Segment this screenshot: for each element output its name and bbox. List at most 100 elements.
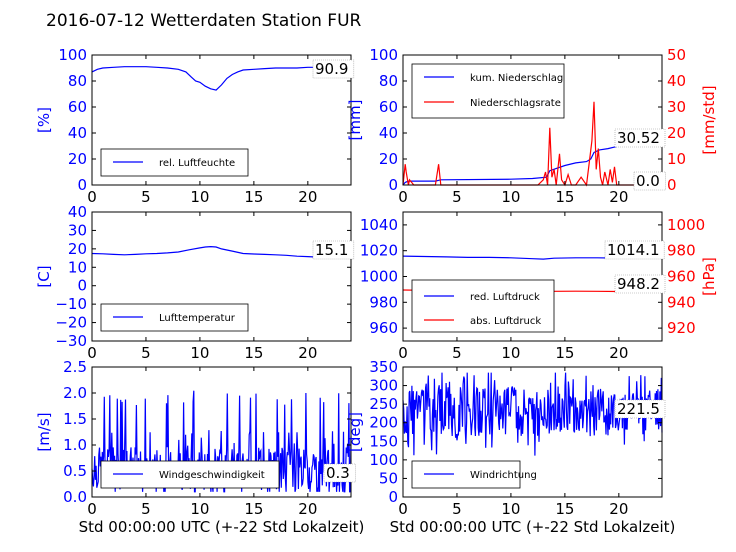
legend-entry: Windgeschwindigkeit — [159, 470, 265, 481]
y-right-tick-label: 20 — [667, 124, 686, 142]
x-axis-label: Std 00:00:00 UTC (+-22 Std Lokalzeit) — [79, 518, 365, 536]
y-tick-label: 60 — [379, 98, 398, 116]
y-right-tick-label: 960 — [667, 268, 696, 286]
value-annotation: 221.5 — [617, 400, 660, 418]
legend-humidity: rel. Luftfeuchte — [101, 149, 248, 176]
subplot-temperature: 0 5 10 15 20−30−20−10010203040[C]Lufttempera… — [35, 203, 354, 362]
subplot-precipitation: 0 5 10 15 20 0 20 40 60 80 100 0 10 20 30 40 50 [mm] [mm/s… — [346, 46, 718, 206]
legend-temperature: Lufttemperatur — [101, 304, 248, 331]
legend-entry: Lufttemperatur — [159, 313, 236, 324]
legend-entry: red. Luftdruck — [470, 292, 540, 303]
y-right-tick-label: 940 — [667, 293, 696, 311]
legend-entry: rel. Luftfeuchte — [159, 158, 235, 169]
y-tick-label: 200 — [369, 414, 398, 432]
y-tick-label: 2.0 — [63, 384, 87, 402]
x-tick-label: 5 — [141, 500, 151, 518]
y-tick-label: 0 — [77, 277, 87, 295]
subplot-windspeed: 0 5 10 15 20 0.0 0.5 1.0 1.5 2.0 2.5 [m/s] Std 00:00… — [35, 358, 364, 536]
y-tick-label: 0.5 — [63, 462, 87, 480]
legend-windspeed: Windgeschwindigkeit — [101, 461, 279, 488]
y-tick-label: 20 — [68, 240, 87, 258]
legend-entry: Windrichtung — [470, 470, 537, 481]
legend-precipitation: kum. Niederschlag Niederschlagsrate — [412, 64, 564, 118]
y-tick-label: 150 — [369, 432, 398, 450]
y-tick-label: 0.0 — [63, 488, 87, 506]
value-annotation: 0.3 — [326, 464, 350, 482]
y-right-tick-label: 10 — [667, 150, 686, 168]
value-annotation: 1014.1 — [607, 241, 660, 259]
y-right-axis-label: [mm/std] — [700, 85, 718, 154]
subplot-winddirection: 0 5 10 15 20050100150200250300350[deg]Std 00… — [346, 358, 675, 536]
y-tick-label: −30 — [55, 332, 87, 350]
y-tick-label: 0 — [388, 176, 398, 194]
x-tick-label: 0 — [87, 500, 97, 518]
x-tick-label: 5 — [141, 344, 151, 362]
y-axis-label: [C] — [35, 265, 53, 287]
x-tick-label: 20 — [609, 344, 628, 362]
y-tick-label: 350 — [369, 358, 398, 376]
x-tick-label: 20 — [609, 500, 628, 518]
x-tick-label: 5 — [452, 344, 462, 362]
y-tick-label: 300 — [369, 377, 398, 395]
y-tick-label: 100 — [369, 46, 398, 64]
y-tick-label: 80 — [379, 72, 398, 90]
y-tick-label: 20 — [379, 150, 398, 168]
y-tick-label: 30 — [68, 221, 87, 239]
series-line-temperature-0 — [92, 247, 351, 258]
y-tick-label: 10 — [68, 258, 87, 276]
y-tick-label: 2.5 — [63, 358, 87, 376]
value-annotation: 30.52 — [617, 129, 660, 147]
y-right-tick-label: 50 — [667, 46, 686, 64]
y-tick-label: 60 — [68, 98, 87, 116]
y-tick-label: 960 — [369, 319, 398, 337]
subplot-pressure: 0 5 10 15 20 960 980 1000 1020 1040 920 940 960 980 10… — [360, 212, 718, 362]
x-tick-label: 10 — [501, 188, 520, 206]
y-axis-label: [deg] — [346, 412, 364, 452]
y-tick-label: 1020 — [360, 242, 398, 260]
y-axis-label: [m/s] — [35, 412, 53, 451]
x-tick-label: 20 — [298, 344, 317, 362]
y-tick-label: −10 — [55, 295, 87, 313]
y-right-tick-label: 30 — [667, 98, 686, 116]
figure-title: 2016-07-12 Wetterdaten Station FUR — [46, 11, 362, 31]
y-tick-label: 1.5 — [63, 410, 87, 428]
y-tick-label: 0 — [77, 176, 87, 194]
y-tick-label: 980 — [369, 293, 398, 311]
series-line-humidity-0 — [92, 67, 351, 90]
legend-pressure: red. Luftdruck abs. Luftdruck — [412, 280, 554, 332]
y-tick-label: 1040 — [360, 216, 398, 234]
y-right-tick-label: 0 — [667, 176, 677, 194]
x-tick-label: 5 — [452, 500, 462, 518]
y-right-axis-label: [hPa] — [700, 257, 718, 296]
y-right-tick-label: 920 — [667, 319, 696, 337]
y-tick-label: −20 — [55, 314, 87, 332]
subplot-humidity: 0 5 10 15 20 0 20 40 60 80 100 [%] rel. Luftfeuchte 9… — [35, 46, 354, 206]
y-axis-label: [mm] — [346, 100, 364, 141]
x-axis-label: Std 00:00:00 UTC (+-22 Std Lokalzeit) — [390, 518, 676, 536]
value-annotation: 90.9 — [315, 60, 348, 78]
y-tick-label: 1.0 — [63, 436, 87, 454]
x-tick-label: 15 — [244, 344, 263, 362]
y-tick-label: 80 — [68, 72, 87, 90]
x-tick-label: 10 — [501, 500, 520, 518]
legend-entry: abs. Luftdruck — [470, 316, 541, 327]
y-tick-label: 100 — [369, 451, 398, 469]
y-tick-label: 50 — [379, 469, 398, 487]
y-tick-label: 40 — [68, 124, 87, 142]
x-tick-label: 15 — [555, 188, 574, 206]
y-tick-label: 0 — [388, 488, 398, 506]
weather-figure: 2016-07-12 Wetterdaten Station FUR 0 5 10… — [0, 0, 736, 552]
y-tick-label: 40 — [379, 124, 398, 142]
x-tick-label: 15 — [244, 188, 263, 206]
x-tick-label: 0 — [87, 344, 97, 362]
legend-entry: kum. Niederschlag — [470, 73, 563, 84]
legend-winddirection: Windrichtung — [412, 461, 537, 488]
x-tick-label: 10 — [190, 188, 209, 206]
y-tick-label: 20 — [68, 150, 87, 168]
value-annotation: 0.0 — [636, 172, 660, 190]
y-right-tick-label: 980 — [667, 242, 696, 260]
legend-entry: Niederschlagsrate — [470, 98, 561, 109]
x-tick-label: 0 — [398, 188, 408, 206]
x-tick-label: 20 — [609, 188, 628, 206]
x-tick-label: 0 — [398, 500, 408, 518]
